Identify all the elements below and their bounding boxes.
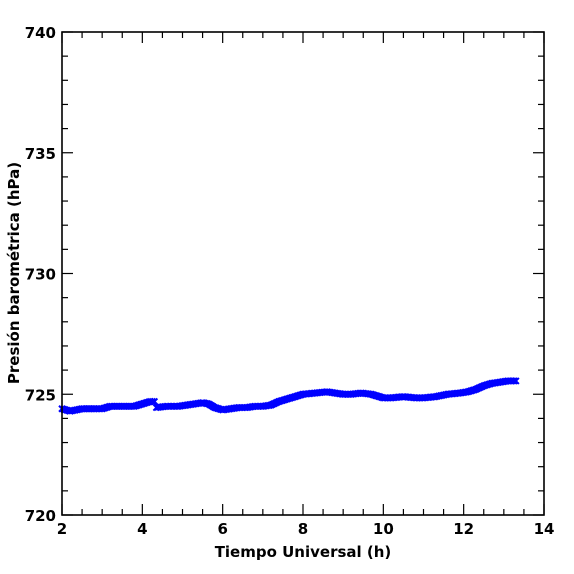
data-point: [150, 397, 159, 406]
x-tick-label: 2: [57, 520, 67, 538]
data-point-interp: [510, 377, 518, 385]
axis-ticks: [61, 31, 545, 516]
y-axis-title: Presión barométrica (hPa): [5, 162, 23, 384]
x-tick-label: 14: [534, 520, 555, 538]
plot-frame: [61, 31, 545, 516]
y-tick-label: 720: [25, 507, 56, 525]
y-tick-label: 730: [25, 266, 56, 284]
y-tick-label: 725: [25, 386, 56, 404]
x-tick-label: 6: [217, 520, 227, 538]
x-tick-label: 12: [453, 520, 474, 538]
tick-labels: 2 4 6 8 10 12 14 720 725 730 735 740: [25, 24, 555, 538]
y-tick-label: 735: [25, 145, 56, 163]
data-points: [58, 377, 520, 415]
x-tick-label: 10: [373, 520, 394, 538]
data-point-interp: [148, 397, 157, 406]
x-axis-title: Tiempo Universal (h): [215, 543, 392, 561]
x-tick-label: 8: [298, 520, 308, 538]
x-tick-label: 4: [137, 520, 147, 538]
data-point: [512, 377, 520, 385]
y-tick-label: 740: [25, 24, 56, 42]
